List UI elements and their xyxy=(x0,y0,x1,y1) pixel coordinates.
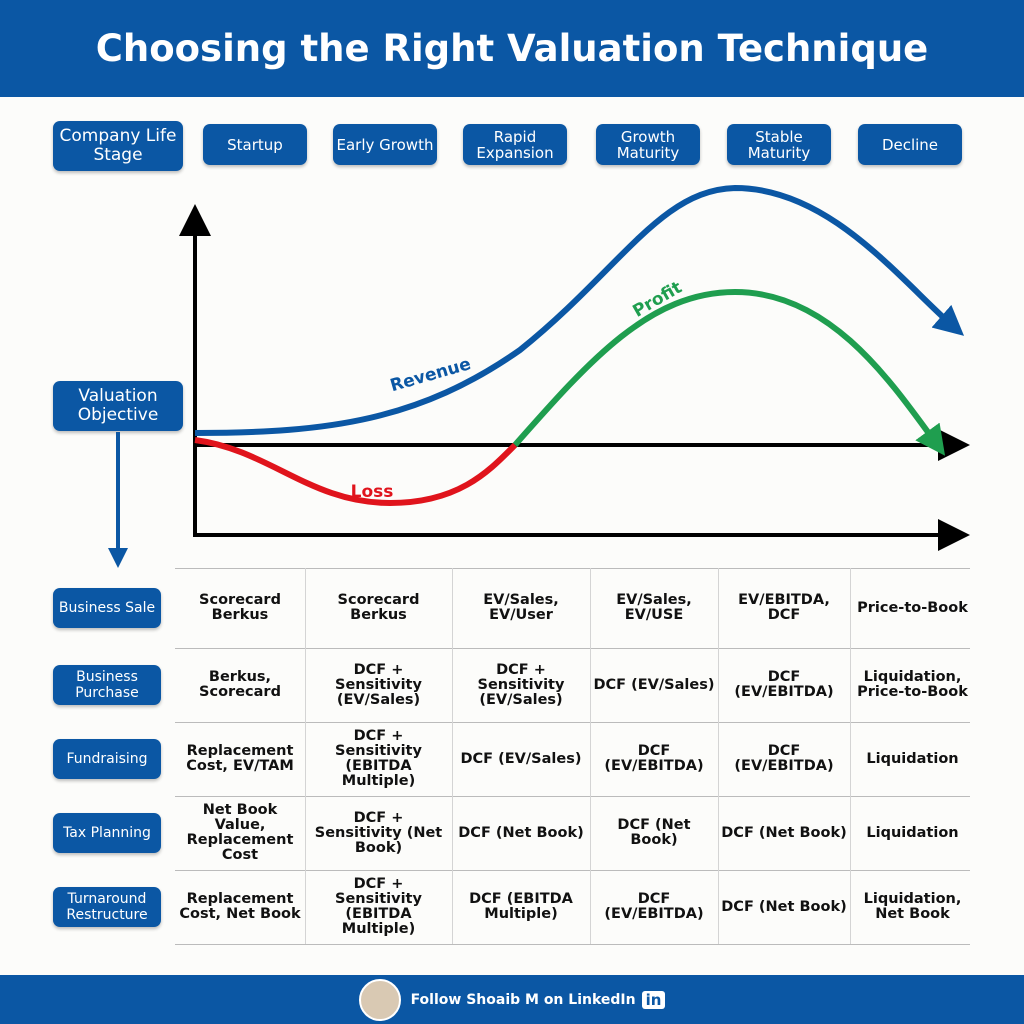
table-cell: Scorecard Berkus xyxy=(337,592,420,623)
row-label: Business Sale xyxy=(53,588,161,628)
row-label: Turnaround Restructure xyxy=(53,887,161,927)
objective-label: Valuation Objective xyxy=(53,381,183,431)
stage-label: Stable Maturity xyxy=(727,124,831,165)
table-cell: DCF + Sensitivity (Net Book) xyxy=(314,809,443,856)
stage-label: Rapid Expansion xyxy=(463,124,567,165)
table-cell: DCF (EV/Sales) xyxy=(593,676,715,693)
column-divider xyxy=(452,568,453,944)
avatar xyxy=(358,978,401,1021)
table-cell: EV/EBITDA, DCF xyxy=(738,592,830,623)
linkedin-badge[interactable]: in xyxy=(641,990,666,1009)
profit-curve xyxy=(512,288,946,456)
curve-label: Revenue xyxy=(388,354,473,396)
stage-header-label: Company Life Stage xyxy=(53,121,183,171)
table-cell: EV/Sales, EV/User xyxy=(483,592,559,623)
table-cell: DCF (Net Book) xyxy=(617,817,691,848)
footer-text: Follow Shoaib M on LinkedIn xyxy=(410,991,636,1008)
row-label: Tax Planning xyxy=(53,813,161,853)
title: Choosing the Right Valuation Technique xyxy=(0,0,1024,97)
revenue-curve xyxy=(194,184,965,436)
table-cell: Liquidation xyxy=(866,824,959,841)
stage-label: Startup xyxy=(203,124,307,165)
table-cell: Net Book Value, Replacement Cost xyxy=(186,802,294,863)
row-divider xyxy=(175,870,970,871)
table-cell: DCF (EV/EBITDA) xyxy=(734,669,834,700)
row-label: Fundraising xyxy=(53,739,161,779)
stage-label: Growth Maturity xyxy=(596,124,700,165)
table-cell: DCF (EV/EBITDA) xyxy=(604,891,704,922)
table-cell: Berkus, Scorecard xyxy=(199,669,281,700)
table-cell: Liquidation xyxy=(866,750,959,767)
row-label: Business Purchase xyxy=(53,665,161,705)
stage-label: Decline xyxy=(858,124,962,165)
row-divider xyxy=(175,722,970,723)
table-cell: Liquidation, Price-to-Book xyxy=(857,669,968,700)
column-divider xyxy=(718,568,719,944)
table-cell: Price-to-Book xyxy=(857,599,968,616)
table-cell: DCF + Sensitivity (EBITDA Multiple) xyxy=(335,876,422,937)
table-cell: Liquidation, Net Book xyxy=(863,891,962,922)
table-cell: EV/Sales, EV/USE xyxy=(616,592,692,623)
row-divider xyxy=(175,944,970,945)
table-cell: DCF (EV/Sales) xyxy=(460,750,582,767)
table-cell: DCF (Net Book) xyxy=(458,824,584,841)
column-divider xyxy=(850,568,851,944)
table-cell: Scorecard Berkus xyxy=(199,592,281,623)
table-cell: Replacement Cost, Net Book xyxy=(179,891,301,922)
table-cell: Replacement Cost, EV/TAM xyxy=(186,743,294,774)
table-cell: DCF (Net Book) xyxy=(721,898,847,915)
footer: Follow Shoaib M on LinkedIn in xyxy=(0,975,1024,1024)
row-divider xyxy=(175,796,970,797)
column-divider xyxy=(590,568,591,944)
table-cell: DCF (Net Book) xyxy=(721,824,847,841)
loss-curve xyxy=(194,437,518,507)
table-cell: DCF (EV/EBITDA) xyxy=(604,743,704,774)
table-cell: DCF + Sensitivity (EV/Sales) xyxy=(335,661,422,708)
table-cell: DCF (EBITDA Multiple) xyxy=(469,891,573,922)
column-divider xyxy=(305,568,306,944)
row-divider xyxy=(175,648,970,649)
row-divider xyxy=(175,568,970,569)
table-cell: DCF (EV/EBITDA) xyxy=(734,743,834,774)
curve-label: Loss xyxy=(351,482,394,502)
stage-label: Early Growth xyxy=(333,124,437,165)
table-cell: DCF + Sensitivity (EBITDA Multiple) xyxy=(335,728,422,789)
table-cell: DCF + Sensitivity (EV/Sales) xyxy=(477,661,565,708)
